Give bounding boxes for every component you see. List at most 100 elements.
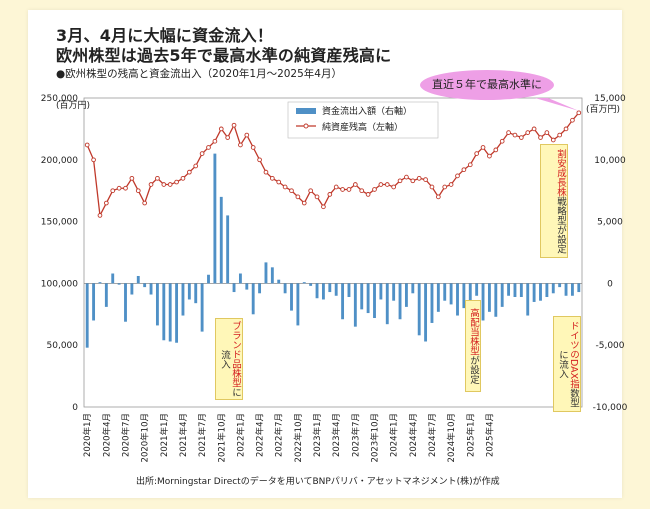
right-tick-label: -5,000 (595, 341, 624, 351)
assets-point (123, 185, 128, 191)
flow-bar (564, 283, 568, 296)
left-tick-label: 150,000 (41, 218, 78, 228)
flow-bar (551, 283, 555, 294)
flow-bar (334, 283, 338, 296)
flow-bar (162, 283, 166, 341)
x-tick-label: 2024年7月 (427, 413, 438, 457)
assets-point (276, 179, 282, 185)
assets-point (174, 179, 179, 185)
flow-bar (481, 283, 485, 321)
flow-bar (532, 283, 536, 302)
assets-point (531, 126, 537, 132)
x-tick-label: 2023年7月 (350, 413, 361, 457)
right-tick-label: 15,000 (594, 94, 626, 104)
assets-point (110, 188, 116, 194)
x-tick-label: 2023年4月 (331, 413, 342, 457)
flow-bar (417, 283, 421, 336)
assets-point (97, 213, 103, 218)
assets-point (384, 182, 390, 187)
annotation-brand: ブランド品株型に流入 (215, 318, 243, 400)
flow-bar (270, 267, 274, 284)
flow-bar (449, 283, 453, 305)
flow-bar (290, 283, 293, 311)
assets-point (391, 184, 397, 190)
assets-point (333, 184, 339, 190)
flow-bar (175, 283, 179, 343)
x-tick-label: 2020年10月 (140, 413, 151, 462)
assets-point (257, 157, 262, 163)
assets-point (148, 182, 154, 187)
x-tick-label: 2021年10月 (216, 413, 227, 462)
x-tick-label: 2025年1月 (465, 413, 476, 457)
assets-point (289, 188, 294, 194)
legend-line-label: 純資産残高（左軸） (322, 121, 403, 133)
assets-point (506, 130, 511, 135)
flow-bar (526, 283, 530, 316)
flow-bar (92, 283, 96, 321)
flow-bar (385, 283, 389, 325)
flow-bar (181, 283, 185, 316)
flow-bar (124, 283, 127, 322)
flow-bar (404, 283, 408, 307)
assets-point (557, 132, 563, 138)
flow-bar (219, 196, 223, 284)
flow-bar (283, 283, 287, 294)
legend-bar-swatch (296, 108, 316, 114)
assets-point (442, 184, 448, 190)
assets-point (525, 130, 531, 135)
flow-bar (232, 283, 236, 293)
assets-point (404, 174, 409, 180)
annotation-dax: ドイツのDAX指数型に流入 (553, 316, 581, 412)
x-tick-label: 2024年4月 (408, 413, 419, 457)
x-tick-label: 2022年10月 (293, 413, 304, 462)
annotation-dax-tail: 数型に流入 (557, 349, 579, 408)
annotation-dividend-tail: が設定 (468, 355, 479, 385)
assets-point (103, 200, 109, 206)
assets-point (263, 169, 269, 175)
flow-bar (296, 283, 300, 326)
x-tick-label: 2021年1月 (159, 413, 170, 457)
assets-point (199, 151, 205, 156)
assets-point (416, 175, 422, 181)
annotation-dividend: 高配当株型が設定 (465, 300, 481, 392)
flow-bar (341, 283, 345, 320)
flow-bar (111, 273, 115, 284)
assets-point (250, 145, 256, 150)
assets-point (372, 187, 377, 192)
flow-bar (213, 153, 217, 284)
flow-bar (443, 283, 447, 301)
flow-bar (168, 283, 172, 342)
flow-bar (436, 283, 440, 312)
source-note: 出所:Morningstar Directのデータを用いてBNPパリバ・アセット… (136, 477, 500, 487)
flow-bar (130, 283, 134, 295)
assets-point (410, 178, 416, 184)
flow-bar (136, 275, 140, 284)
assets-point (499, 138, 505, 144)
callout-ellipse: 直近５年で最高水準に (420, 70, 554, 100)
x-tick-label: 2023年10月 (370, 413, 381, 462)
assets-point (563, 126, 569, 132)
flow-bar (98, 282, 102, 284)
x-tick-label: 2021年4月 (178, 413, 189, 457)
x-tick-label: 2022年7月 (274, 413, 285, 457)
flow-bar (328, 283, 332, 293)
assets-point (365, 192, 371, 197)
flow-bar (309, 283, 313, 286)
flow-bar (373, 283, 376, 319)
assets-point (129, 175, 135, 181)
flow-bar (379, 283, 383, 300)
assets-point (340, 187, 345, 192)
flow-bar (187, 283, 191, 300)
assets-point (282, 184, 288, 190)
x-tick-label: 2020年1月 (82, 413, 93, 457)
flow-bar (347, 283, 351, 297)
left-tick-label: 0 (72, 403, 78, 413)
flow-bar (104, 283, 108, 307)
annotation-dax-red: ドイツのDAX指 (568, 320, 579, 389)
right-axis-unit: (百万円) (586, 104, 620, 115)
assets-point (461, 167, 467, 173)
flow-bar (545, 283, 549, 297)
flow-bar (353, 283, 357, 327)
flow-bar (277, 279, 281, 284)
